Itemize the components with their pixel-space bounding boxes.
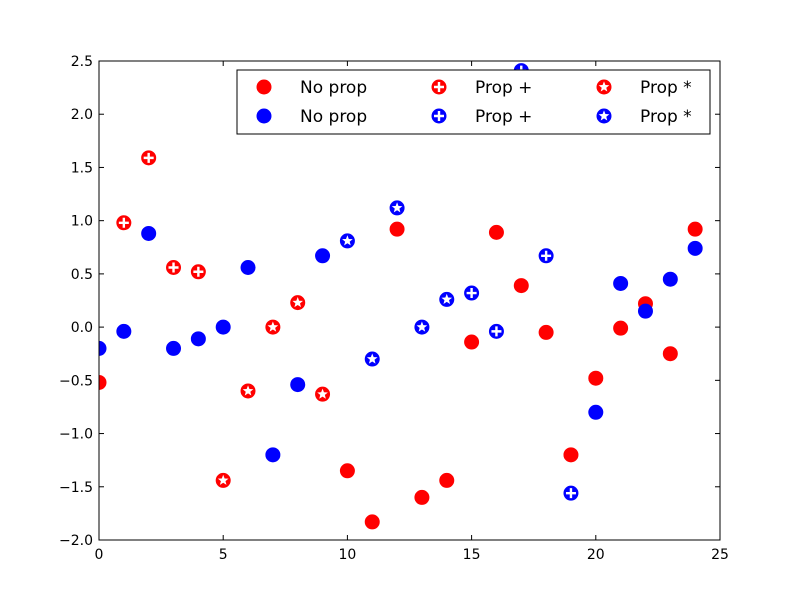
data-point [513,278,529,294]
data-point [488,224,504,240]
plot-background [99,61,720,540]
x-tick-label: 20 [587,547,605,563]
y-tick-label: −2.0 [59,533,93,549]
legend-marker [431,79,447,95]
legend-marker [596,79,612,95]
legend-marker [256,108,272,124]
data-point [662,271,678,287]
data-point [215,472,231,488]
data-point [265,319,281,335]
data-point [687,240,703,256]
legend-label: No prop [300,78,367,98]
x-axis-ticks: 0 5 10 15 20 25 [95,61,729,563]
data-point [364,351,380,367]
legend-label: Prop * [640,107,692,127]
x-tick-label: 5 [219,547,228,563]
y-tick-label: 1.5 [71,160,93,176]
y-tick-label: 2.5 [71,54,93,70]
y-tick-label: −1.5 [59,480,93,496]
data-point [116,323,132,339]
legend-marker [596,108,612,124]
legend-label: Prop * [640,78,692,98]
data-point [538,248,554,264]
data-point [315,248,331,264]
plot-frame [98,60,721,541]
data-point [439,291,455,307]
data-points [99,63,703,530]
data-point [364,514,380,530]
data-point [488,323,504,339]
data-point [190,264,206,280]
data-point [265,447,281,463]
x-tick-label: 10 [338,547,356,563]
x-tick-label: 0 [95,547,104,563]
data-point [99,340,107,356]
x-tick-label: 15 [463,547,481,563]
data-point [141,225,157,241]
x-tick-label: 25 [711,547,729,563]
data-point [141,150,157,166]
data-point [166,340,182,356]
data-point [414,319,430,335]
y-tick-label: 1.0 [71,214,93,230]
data-point [637,303,653,319]
data-point [166,260,182,276]
data-point [116,215,132,231]
y-tick-label: 0.5 [71,267,93,283]
data-point [538,324,554,340]
legend-box [236,69,711,135]
data-point [190,331,206,347]
data-point [588,370,604,386]
data-point [290,377,306,393]
y-tick-label: −1.0 [59,427,93,443]
y-tick-label: 2.0 [71,107,93,123]
data-point [563,485,579,501]
data-point [588,404,604,420]
data-point [339,463,355,479]
data-point [662,346,678,362]
data-point [389,221,405,237]
y-tick-label: −0.5 [59,373,93,389]
legend-label: Prop + [475,107,532,127]
data-point [315,386,331,402]
data-point [414,489,430,505]
legend: No prop No prop Prop + Prop + Prop * Prop * [236,69,711,135]
legend-label: No prop [300,107,367,127]
data-point [215,319,231,335]
data-point [563,447,579,463]
data-point [240,260,256,276]
data-point [464,285,480,301]
data-point [99,374,107,390]
data-point [613,320,629,336]
data-point [687,221,703,237]
legend-marker [431,108,447,124]
data-point [290,295,306,311]
data-point [339,233,355,249]
data-point [389,200,405,216]
legend-marker [256,79,272,95]
data-point [613,275,629,291]
legend-label: Prop + [475,78,532,98]
data-point [240,383,256,399]
data-point [439,472,455,488]
y-tick-label: 0.0 [71,320,93,336]
data-point [464,334,480,350]
